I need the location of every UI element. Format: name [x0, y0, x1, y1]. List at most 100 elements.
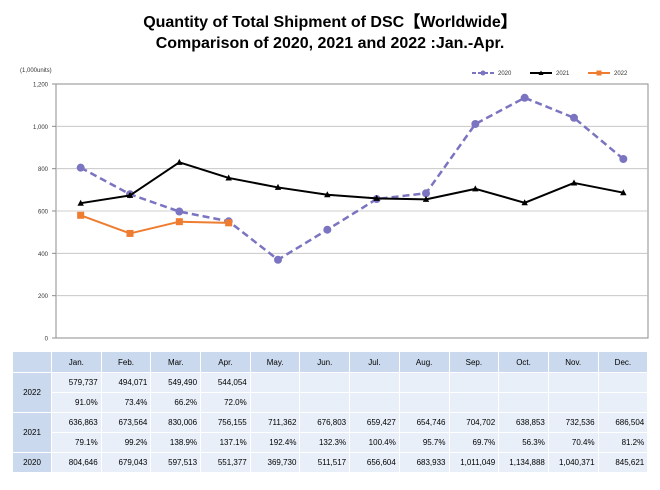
point-2021	[274, 183, 282, 190]
table-row-percent: 79.1% 99.2% 138.9% 137.1% 192.4% 132.3% 100.4%…	[13, 432, 649, 453]
value-cell: 656,604	[349, 452, 400, 473]
value-cell	[448, 372, 500, 393]
percent-cell: 138.9%	[150, 432, 202, 453]
value-cell: 369,730	[249, 452, 301, 473]
point-2022	[77, 211, 85, 219]
point-2021	[620, 189, 627, 196]
value-cell: 551,377	[200, 452, 251, 473]
point-2021	[324, 191, 331, 198]
legend-label-2020: 2020	[498, 71, 512, 77]
point-2021	[422, 195, 430, 202]
y-tick-label: 1,200	[33, 83, 49, 89]
y-tick-label: 600	[38, 210, 49, 216]
value-cell: 511,517	[299, 452, 351, 473]
legend-marker-2022	[596, 70, 602, 76]
y-axis-label: (1,000units)	[20, 68, 52, 74]
legend-label-2021: 2021	[556, 71, 570, 77]
value-cell: 732,536	[547, 412, 599, 433]
point-2020	[520, 93, 529, 102]
point-2021	[570, 179, 578, 186]
table-row: 2021 636,863 673,564 830,006 756,155 711,362 6…	[12, 412, 649, 453]
percent-cell: 99.2%	[100, 432, 152, 453]
value-cell: 704,702	[448, 412, 500, 433]
month-header: Aug.	[398, 351, 450, 373]
month-header: Jun.	[299, 351, 351, 373]
table-row-percent: 91.0% 73.4% 66.2% 72.0%	[13, 392, 649, 413]
series-line-2020	[80, 96, 625, 261]
value-cell: 597,513	[150, 452, 202, 473]
year-label: 2022	[12, 372, 52, 413]
title-line-1: Quantity of Total Shipment of DSC【Worldw…	[143, 14, 517, 31]
month-header: Mar.	[150, 351, 202, 373]
value-cell: 756,155	[200, 412, 251, 433]
legend-marker-2021	[538, 70, 544, 75]
percent-cell: 73.4%	[100, 392, 152, 413]
value-cell: 676,803	[299, 412, 351, 433]
value-cell	[249, 372, 301, 393]
month-header: Apr.	[200, 351, 251, 373]
value-cell: 1,040,371	[547, 452, 599, 473]
value-cell: 544,054	[200, 372, 251, 393]
value-cell	[597, 372, 649, 393]
month-header: Dec.	[597, 351, 649, 373]
value-cell: 686,504	[597, 412, 649, 433]
value-cell: 804,646	[51, 452, 102, 473]
percent-cell	[398, 392, 450, 413]
month-header: Oct.	[498, 351, 549, 373]
point-2022	[175, 218, 183, 226]
month-header: Jan.	[51, 351, 102, 373]
value-cell: 654,746	[398, 412, 450, 433]
value-cell: 1,011,049	[448, 452, 500, 473]
value-cell: 673,564	[100, 412, 152, 433]
percent-cell: 69.7%	[448, 432, 500, 453]
table-header-row: Jan. Feb. Mar. Apr. May. Jun. Jul. Aug. Sep. Oct.…	[12, 351, 649, 373]
year-label: 2020	[12, 452, 52, 473]
point-2020	[422, 189, 430, 198]
y-tick-label: 0	[45, 337, 49, 343]
percent-cell: 81.2%	[597, 432, 649, 453]
value-cell	[398, 372, 450, 393]
percent-cell	[448, 392, 500, 413]
point-2020	[570, 113, 578, 122]
y-tick-label: 1,000	[33, 125, 49, 131]
value-cell	[349, 372, 400, 393]
point-2020	[619, 155, 628, 164]
point-2021	[521, 199, 528, 206]
point-2021	[176, 158, 183, 165]
y-tick-label: 200	[38, 294, 49, 300]
percent-cell: 66.2%	[150, 392, 202, 413]
percent-cell: 79.1%	[51, 432, 102, 453]
point-2021	[77, 199, 84, 206]
value-cell	[547, 372, 599, 393]
value-cell: 494,071	[100, 372, 152, 393]
percent-cell: 95.7%	[398, 432, 450, 453]
percent-cell	[498, 392, 549, 413]
month-header: Jul.	[349, 351, 400, 373]
point-2020	[471, 119, 480, 128]
point-2021	[472, 185, 479, 192]
percent-cell: 137.1%	[200, 432, 251, 453]
point-2022	[126, 229, 134, 237]
point-2021	[225, 174, 232, 181]
percent-cell	[299, 392, 351, 413]
point-2021	[373, 194, 380, 201]
line-chart: 0 200 400 600 800 1,000 1,200 (1,000units) 2020 2…	[20, 68, 649, 343]
point-2020	[274, 255, 282, 264]
point-2020	[323, 225, 332, 234]
value-cell: 638,853	[498, 412, 549, 433]
point-2020	[76, 163, 85, 172]
point-2022	[225, 219, 233, 227]
value-cell: 845,621	[597, 452, 649, 473]
month-header: Sep.	[448, 351, 500, 373]
point-2020	[175, 207, 184, 216]
table-row: 2020 804,646 679,043 597,513 551,377 369,730 5…	[12, 452, 649, 473]
percent-cell: 70.4%	[547, 432, 599, 453]
legend-marker-2020	[480, 70, 486, 76]
month-header: Feb.	[100, 351, 152, 373]
chart-title: Quantity of Total Shipment of DSC【Worldw…	[0, 12, 660, 54]
title-line-2: Comparison of 2020, 2021 and 2022 :Jan.-…	[155, 35, 505, 52]
value-cell: 636,863	[51, 412, 102, 433]
percent-cell	[597, 392, 649, 413]
percent-cell: 91.0%	[51, 392, 102, 413]
month-header: May.	[249, 351, 301, 373]
